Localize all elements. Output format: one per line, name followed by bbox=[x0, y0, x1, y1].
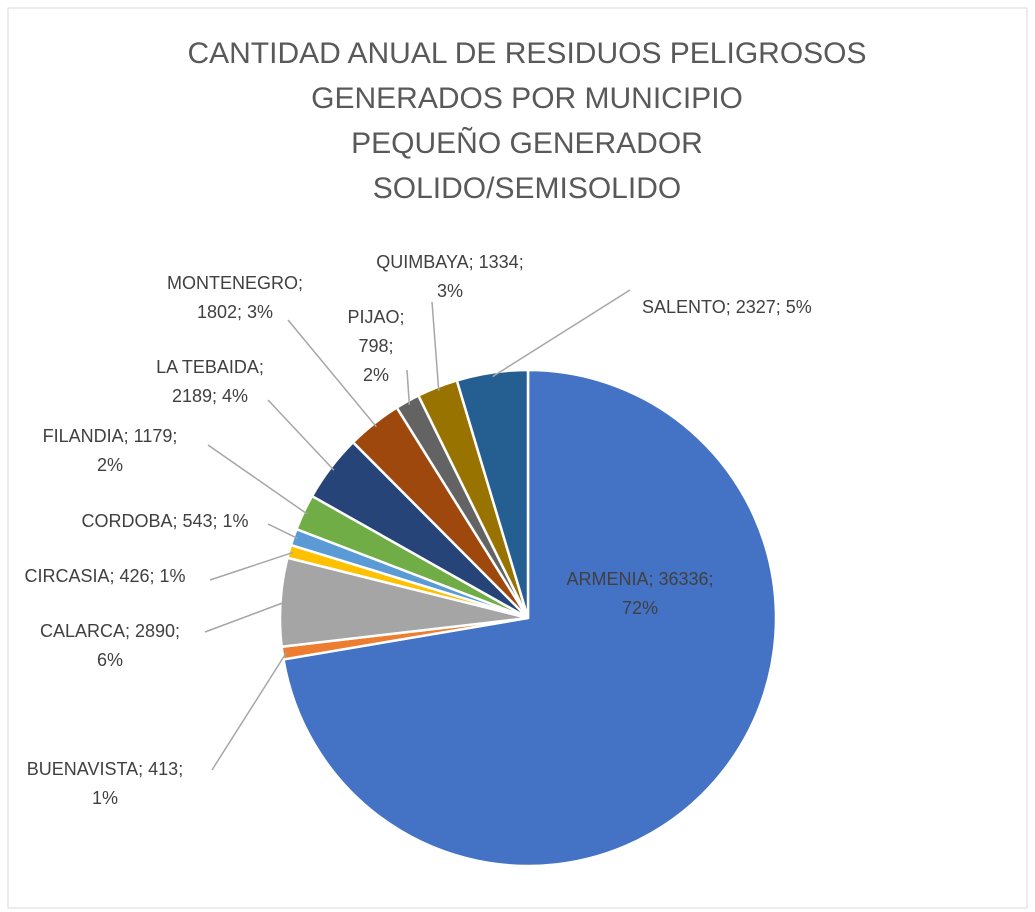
data-label: ARMENIA; 36336; bbox=[566, 569, 713, 589]
data-label: SALENTO; 2327; 5% bbox=[642, 297, 812, 317]
leader-line bbox=[406, 369, 411, 405]
leader-line bbox=[267, 399, 335, 471]
chart-title: CANTIDAD ANUAL DE RESIDUOS PELIGROSOS bbox=[187, 37, 866, 70]
data-label: CORDOBA; 543; 1% bbox=[81, 511, 248, 531]
leader-line bbox=[492, 289, 631, 378]
data-label: 2189; 4% bbox=[172, 386, 248, 406]
leader-line bbox=[204, 601, 285, 633]
data-label: PIJAO; bbox=[347, 307, 404, 327]
leader-line bbox=[211, 652, 288, 771]
data-label: 6% bbox=[97, 650, 123, 670]
data-label: 2% bbox=[97, 455, 123, 475]
data-label: 72% bbox=[622, 598, 658, 618]
leader-line bbox=[287, 319, 377, 428]
pie bbox=[278, 368, 778, 868]
data-label: 2% bbox=[363, 365, 389, 385]
data-label: CIRCASIA; 426; 1% bbox=[24, 566, 185, 586]
data-label: CALARCA; 2890; bbox=[40, 621, 180, 641]
data-label: 1802; 3% bbox=[197, 302, 273, 322]
data-label: QUIMBAYA; 1334; bbox=[376, 252, 523, 272]
leader-line bbox=[267, 523, 298, 540]
leader-line bbox=[207, 444, 308, 515]
leader-line bbox=[209, 551, 294, 581]
chart-title: GENERADOS POR MUNICIPIO bbox=[311, 82, 743, 115]
chart-title: SOLIDO/SEMISOLIDO bbox=[373, 172, 681, 205]
data-label: 798; bbox=[358, 336, 393, 356]
data-label: FILANDIA; 1179; bbox=[43, 426, 178, 446]
pie-slice bbox=[282, 368, 778, 868]
chart-title: PEQUEÑO GENERADOR bbox=[351, 126, 703, 160]
data-label: BUENAVISTA; 413; bbox=[27, 759, 183, 779]
data-label: MONTENEGRO; bbox=[167, 273, 303, 293]
data-label: LA TEBAIDA; bbox=[156, 357, 264, 377]
data-label: 1% bbox=[92, 788, 118, 808]
data-label: 3% bbox=[437, 281, 463, 301]
pie-slice bbox=[455, 368, 530, 619]
leader-line bbox=[431, 301, 440, 391]
